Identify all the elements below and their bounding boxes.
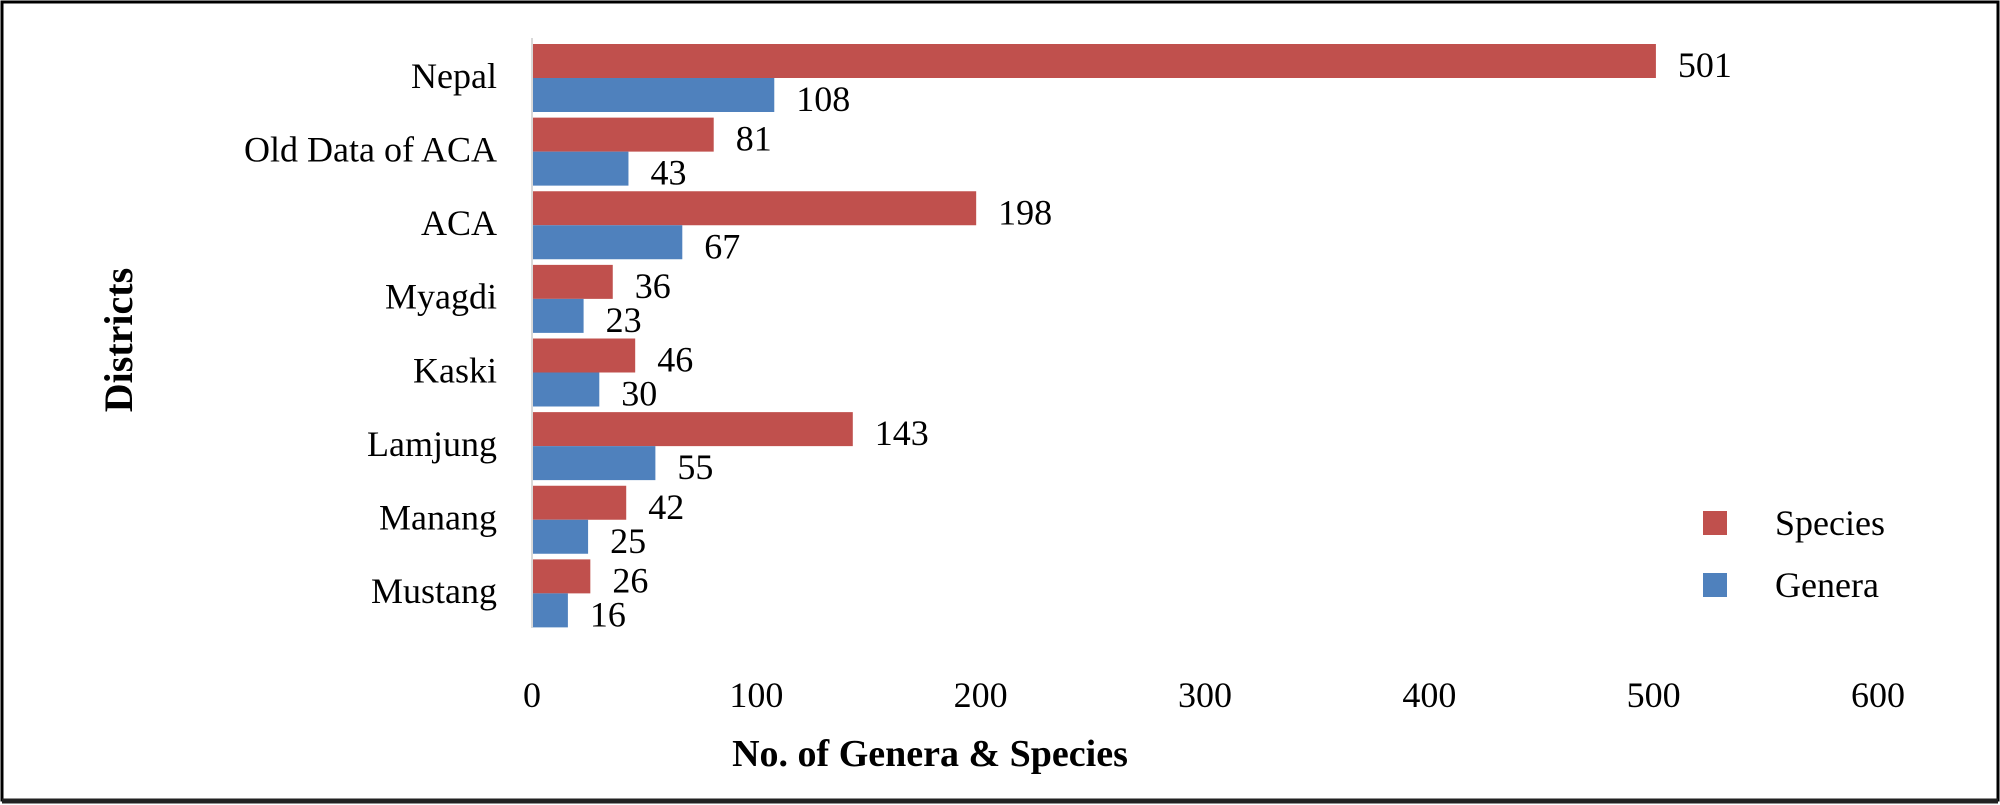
- data-label: 42: [648, 487, 684, 527]
- category-label: Old Data of ACA: [244, 129, 497, 169]
- data-label: 23: [606, 300, 642, 340]
- bar-genera: [532, 593, 568, 628]
- data-label: 43: [650, 153, 686, 193]
- x-axis-title: No. of Genera & Species: [732, 733, 1128, 775]
- legend: Species Genera: [1703, 503, 1885, 605]
- y-axis-title: Districts: [96, 268, 141, 412]
- bar-genera: [532, 151, 629, 186]
- x-tick-label: 0: [523, 675, 541, 715]
- category-label: Myagdi: [385, 277, 497, 317]
- bar-genera: [532, 372, 600, 407]
- bar-species: [532, 264, 613, 299]
- data-label: 108: [796, 79, 850, 119]
- data-label: 46: [657, 340, 693, 380]
- data-label: 198: [998, 192, 1052, 232]
- bar-genera: [532, 78, 775, 112]
- legend-swatch-genera: [1703, 573, 1727, 597]
- data-label: 143: [875, 413, 929, 453]
- bar-species: [532, 412, 853, 447]
- category-label: Manang: [379, 498, 497, 538]
- x-tick-label: 100: [729, 675, 783, 715]
- x-tick-label: 600: [1851, 675, 1905, 715]
- x-tick-label: 200: [954, 675, 1008, 715]
- bar-genera: [532, 298, 584, 333]
- legend-label: Genera: [1775, 565, 1879, 605]
- data-label: 67: [704, 226, 740, 266]
- category-label: Mustang: [371, 571, 497, 611]
- category-label: Lamjung: [367, 424, 497, 464]
- bar-genera: [532, 519, 589, 554]
- bar-species: [532, 559, 591, 594]
- data-label: 55: [677, 447, 713, 487]
- x-tick-label: 500: [1627, 675, 1681, 715]
- data-label: 81: [736, 119, 772, 159]
- data-label: 36: [635, 266, 671, 306]
- category-label: Kaski: [413, 350, 497, 390]
- bar-species: [532, 44, 1656, 78]
- bar-genera: [532, 225, 683, 260]
- data-label: 25: [610, 521, 646, 561]
- bar-species: [532, 485, 627, 520]
- category-label: Nepal: [411, 56, 497, 96]
- data-label: 26: [612, 560, 648, 600]
- legend-swatch-species: [1703, 511, 1727, 535]
- legend-label: Species: [1775, 503, 1885, 543]
- category-label: ACA: [421, 203, 497, 243]
- bar-species: [532, 191, 977, 226]
- data-label: 30: [621, 374, 657, 414]
- bar-genera: [532, 446, 656, 481]
- data-label: 16: [590, 594, 626, 634]
- bar-species: [532, 338, 636, 373]
- x-tick-label: 400: [1402, 675, 1456, 715]
- data-label: 501: [1678, 45, 1732, 85]
- x-tick-label: 300: [1178, 675, 1232, 715]
- bar-species: [532, 117, 714, 152]
